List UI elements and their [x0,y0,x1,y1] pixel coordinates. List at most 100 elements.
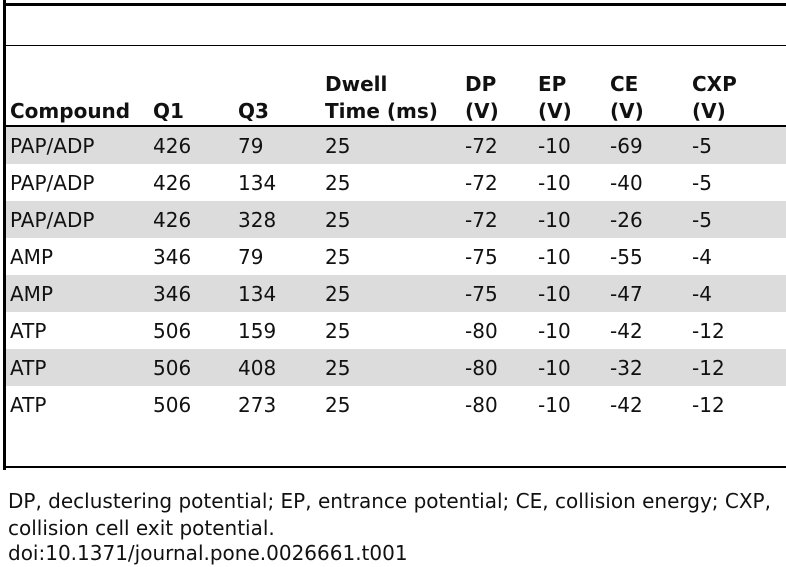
cell-dwell-time: 25 [325,201,465,238]
table-row: PAP/ADP 426 134 25 -72 -10 -40 -5 [6,164,786,201]
cell-q1: 346 [153,275,238,312]
cell-dp: -72 [465,164,538,201]
table-row: ATP 506 159 25 -80 -10 -42 -12 [6,312,786,349]
cell-q3: 79 [238,127,325,164]
cell-q1: 506 [153,312,238,349]
header-dp: DP (V) [465,58,538,127]
header-bottom-rule [6,125,786,127]
cell-cxp: -5 [692,201,786,238]
cell-dwell-time: 25 [325,127,465,164]
table-row: AMP 346 79 25 -75 -10 -55 -4 [6,238,786,275]
table-row: PAP/ADP 426 79 25 -72 -10 -69 -5 [6,127,786,164]
cell-ep: -10 [538,275,610,312]
cell-q3: 408 [238,349,325,386]
cell-cxp: -12 [692,312,786,349]
cell-ep: -10 [538,349,610,386]
cell-cxp: -4 [692,275,786,312]
cell-q3: 134 [238,275,325,312]
parameters-table: Compound Q1 Q3 Dwell Time (ms) DP (V) EP (V… [6,58,786,423]
cell-dp: -72 [465,201,538,238]
table-footnote: DP, declustering potential; EP, entrance… [8,489,771,540]
cell-dp: -80 [465,312,538,349]
cell-ep: -10 [538,238,610,275]
header-q1-line2: Q1 [153,99,184,123]
header-dp-line1: DP [465,72,497,96]
cell-q3: 328 [238,201,325,238]
cell-compound: PAP/ADP [6,201,153,238]
header-ep-line1: EP [538,72,567,96]
cell-compound: PAP/ADP [6,127,153,164]
table-row: ATP 506 408 25 -80 -10 -32 -12 [6,349,786,386]
cell-dp: -75 [465,275,538,312]
header-q1: Q1 [153,58,238,127]
cell-ce: -42 [610,312,692,349]
title-separator-rule [6,45,786,46]
cell-ep: -10 [538,164,610,201]
table-row: PAP/ADP 426 328 25 -72 -10 -26 -5 [6,201,786,238]
cell-cxp: -5 [692,127,786,164]
header-ce: CE (V) [610,58,692,127]
header-ep-line2: (V) [538,99,572,123]
header-cxp-line2: (V) [692,99,726,123]
cell-dwell-time: 25 [325,349,465,386]
header-q3: Q3 [238,58,325,127]
cell-dwell-time: 25 [325,238,465,275]
header-ce-line2: (V) [610,99,644,123]
table-bottom-rule [6,466,786,468]
cell-dwell-time: 25 [325,275,465,312]
cell-q3: 273 [238,386,325,423]
header-q3-line2: Q3 [238,99,269,123]
header-dwell-time-line1: Dwell [325,72,388,96]
cell-compound: PAP/ADP [6,164,153,201]
cell-cxp: -12 [692,386,786,423]
cell-ce: -26 [610,201,692,238]
header-dwell-time: Dwell Time (ms) [325,58,465,127]
cell-q1: 426 [153,127,238,164]
cell-q1: 506 [153,349,238,386]
cell-q3: 134 [238,164,325,201]
header-cxp-line1: CXP [692,72,737,96]
cell-q3: 79 [238,238,325,275]
cell-ce: -55 [610,238,692,275]
cell-q1: 506 [153,386,238,423]
cell-ce: -32 [610,349,692,386]
cell-dp: -75 [465,238,538,275]
left-border-rule [3,0,6,470]
cell-q1: 346 [153,238,238,275]
header-row: Compound Q1 Q3 Dwell Time (ms) DP (V) EP (V… [6,58,786,127]
cell-compound: ATP [6,312,153,349]
cell-dp: -80 [465,386,538,423]
cell-dp: -72 [465,127,538,164]
cell-ce: -42 [610,386,692,423]
cell-ep: -10 [538,386,610,423]
cell-ep: -10 [538,127,610,164]
cell-compound: ATP [6,349,153,386]
cell-dwell-time: 25 [325,386,465,423]
cell-dp: -80 [465,349,538,386]
doi-citation: doi:10.1371/journal.pone.0026661.t001 [8,541,408,565]
table-header: Compound Q1 Q3 Dwell Time (ms) DP (V) EP (V… [6,58,786,127]
cell-ce: -47 [610,275,692,312]
cell-compound: ATP [6,386,153,423]
cell-q1: 426 [153,201,238,238]
cell-ce: -40 [610,164,692,201]
header-dp-line2: (V) [465,99,499,123]
cell-dwell-time: 25 [325,312,465,349]
cell-cxp: -4 [692,238,786,275]
table-body: PAP/ADP 426 79 25 -72 -10 -69 -5 PAP/ADP… [6,127,786,423]
cell-q1: 426 [153,164,238,201]
cell-dwell-time: 25 [325,164,465,201]
cell-compound: AMP [6,238,153,275]
cell-compound: AMP [6,275,153,312]
header-cxp: CXP (V) [692,58,786,127]
cell-ce: -69 [610,127,692,164]
header-ep: EP (V) [538,58,610,127]
header-compound-line2: Compound [10,99,131,123]
cell-q3: 159 [238,312,325,349]
cell-cxp: -5 [692,164,786,201]
table-row: AMP 346 134 25 -75 -10 -47 -4 [6,275,786,312]
cell-cxp: -12 [692,349,786,386]
cell-ep: -10 [538,201,610,238]
header-compound: Compound [6,58,153,127]
header-ce-line1: CE [610,72,639,96]
